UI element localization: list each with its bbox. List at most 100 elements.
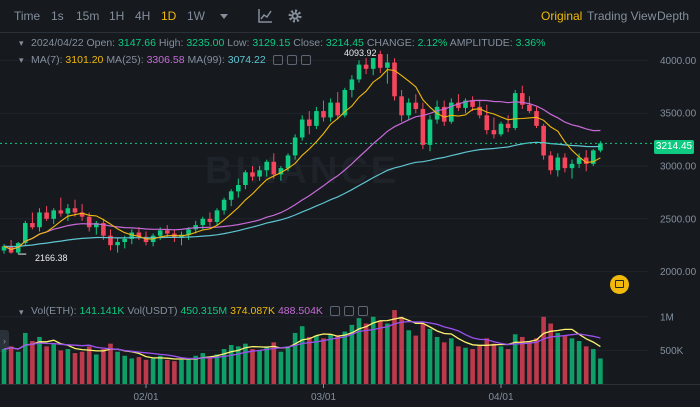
interval-1h[interactable]: 1H: [109, 9, 125, 23]
volume-bar: [392, 310, 397, 384]
candle-body: [307, 119, 312, 126]
settings-icon[interactable]: [286, 55, 297, 65]
volume-bar: [477, 345, 482, 384]
price-chart[interactable]: 4000.00 3500.00 3000.00 2500.00 2000.00: [0, 34, 700, 298]
candle-body: [335, 102, 340, 116]
volume-bar: [555, 332, 561, 384]
candle-body: [314, 111, 319, 126]
volume-bar: [562, 335, 568, 384]
volume-bar: [569, 338, 575, 384]
price-tick-label: 4000.00: [660, 56, 697, 67]
volume-bar: [321, 338, 326, 384]
candle-body: [505, 123, 511, 128]
candle-body: [576, 157, 582, 164]
chart-options-button[interactable]: [610, 275, 629, 294]
volume-bar: [143, 359, 149, 384]
chart-toolbar: Time 1s 15m 1H 4H 1D 1W Original Trading…: [0, 0, 700, 33]
candle-body: [569, 163, 575, 169]
volume-bar: [356, 318, 362, 384]
candle-body: [363, 64, 369, 69]
volume-bar: [8, 346, 14, 384]
candle-body: [370, 54, 376, 69]
vol-usdt-value: 450.315M: [180, 305, 228, 317]
hide-icon[interactable]: [272, 55, 283, 65]
candle-body: [157, 230, 163, 236]
volume-bar: [534, 338, 539, 384]
candle-body: [512, 93, 518, 128]
volume-bar: [228, 345, 234, 384]
candle-body: [278, 168, 284, 175]
view-trading-view[interactable]: Trading View: [587, 9, 657, 23]
amplitude-value: 3.36%: [515, 37, 546, 49]
candle-body: [257, 170, 262, 177]
candle-body: [285, 155, 291, 169]
volume-bar: [548, 323, 553, 384]
time-label[interactable]: Time: [14, 9, 41, 23]
vol-eth-value: 141.141K: [79, 305, 125, 317]
volume-bar: [385, 323, 390, 384]
candle-body: [328, 102, 333, 118]
candle-body: [115, 242, 120, 246]
candle-body: [214, 210, 220, 222]
candle-body: [37, 212, 42, 228]
interval-1d[interactable]: 1D: [161, 9, 177, 23]
candle-body: [228, 191, 234, 200]
interval-1w[interactable]: 1W: [187, 9, 205, 23]
volume-bar: [335, 335, 340, 384]
volume-chart[interactable]: 1M 500K: [0, 300, 700, 384]
candle-body: [392, 62, 397, 97]
vol-ma5-value: 374.087K: [230, 305, 276, 317]
view-original[interactable]: Original: [541, 9, 583, 23]
ma7-line: [3, 69, 601, 250]
volume-bar: [79, 351, 85, 384]
candle-body: [420, 108, 426, 145]
candle-body: [441, 106, 447, 122]
view-depth[interactable]: Depth: [657, 9, 690, 23]
indicator-icon[interactable]: [257, 8, 273, 24]
candle-body: [236, 185, 241, 192]
volume-bar: [101, 349, 106, 384]
ma25-label: MA(25):: [106, 54, 144, 66]
interval-15m[interactable]: 15m: [76, 9, 100, 23]
expand-panel-button[interactable]: ›: [0, 330, 9, 352]
ma7-label: MA(7):: [31, 54, 63, 66]
chevron-down-icon[interactable]: [216, 8, 232, 24]
vol-close-icon[interactable]: [357, 306, 368, 316]
volume-bar: [193, 355, 198, 384]
volume-bar: [58, 350, 64, 384]
volume-bar: [1, 349, 7, 384]
ma25-line: [3, 99, 601, 251]
vol-settings-icon[interactable]: [343, 306, 354, 316]
volume-bar: [498, 346, 504, 384]
ma-collapse-caret[interactable]: ▾: [19, 55, 24, 65]
candle-body: [385, 62, 390, 68]
interval-4h[interactable]: 4H: [135, 9, 151, 23]
gear-icon[interactable]: [287, 8, 303, 24]
volume-bar: [328, 334, 333, 384]
volume-bar: [378, 320, 383, 384]
volume-ma10-line: [3, 320, 601, 360]
change-label: CHANGE:: [366, 37, 415, 49]
volume-bar: [108, 343, 113, 384]
vol-collapse-caret[interactable]: ▾: [19, 307, 24, 317]
volume-bar: [456, 346, 461, 384]
candle-body: [562, 157, 568, 169]
interval-1s[interactable]: 1s: [51, 9, 64, 23]
candle-body: [498, 123, 504, 135]
volume-bar: [491, 343, 497, 384]
high-label: High:: [158, 37, 184, 49]
close-icon[interactable]: [300, 55, 311, 65]
volume-bar: [598, 358, 603, 384]
volume-bar: [115, 351, 120, 384]
collapse-caret[interactable]: ▾: [19, 38, 24, 48]
price-tick-label: 2000.00: [660, 267, 697, 278]
candle-body: [136, 232, 142, 237]
volume-bar: [591, 349, 596, 384]
volume-bar: [264, 346, 269, 384]
vol-hide-icon[interactable]: [329, 306, 340, 316]
volume-tick-label: 500K: [660, 346, 684, 357]
price-tick-label: 2500.00: [660, 214, 697, 225]
candle-body: [484, 115, 490, 131]
candle-body: [72, 208, 78, 213]
